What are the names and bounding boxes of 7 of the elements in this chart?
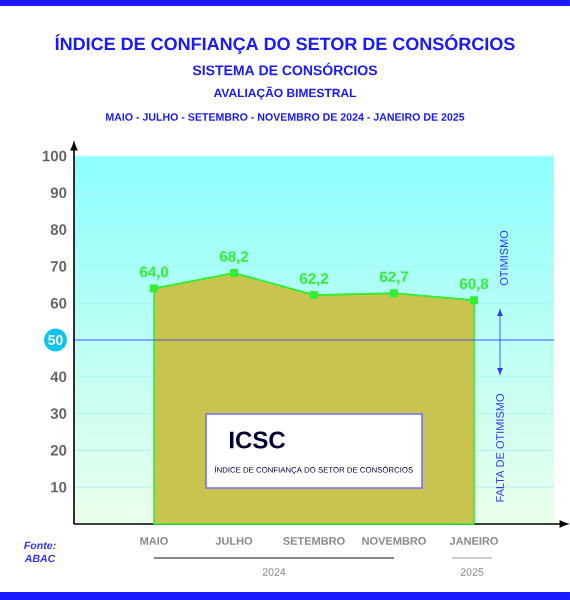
point xyxy=(469,296,478,305)
point xyxy=(150,284,158,293)
point xyxy=(389,289,398,298)
point xyxy=(230,269,238,278)
point xyxy=(310,291,318,300)
annotation: ICSC xyxy=(230,431,286,449)
chart-title: ÍNDICE DE CONFIANÇA DO SETOR DE CONSÓRCIOS xyxy=(55,34,515,54)
